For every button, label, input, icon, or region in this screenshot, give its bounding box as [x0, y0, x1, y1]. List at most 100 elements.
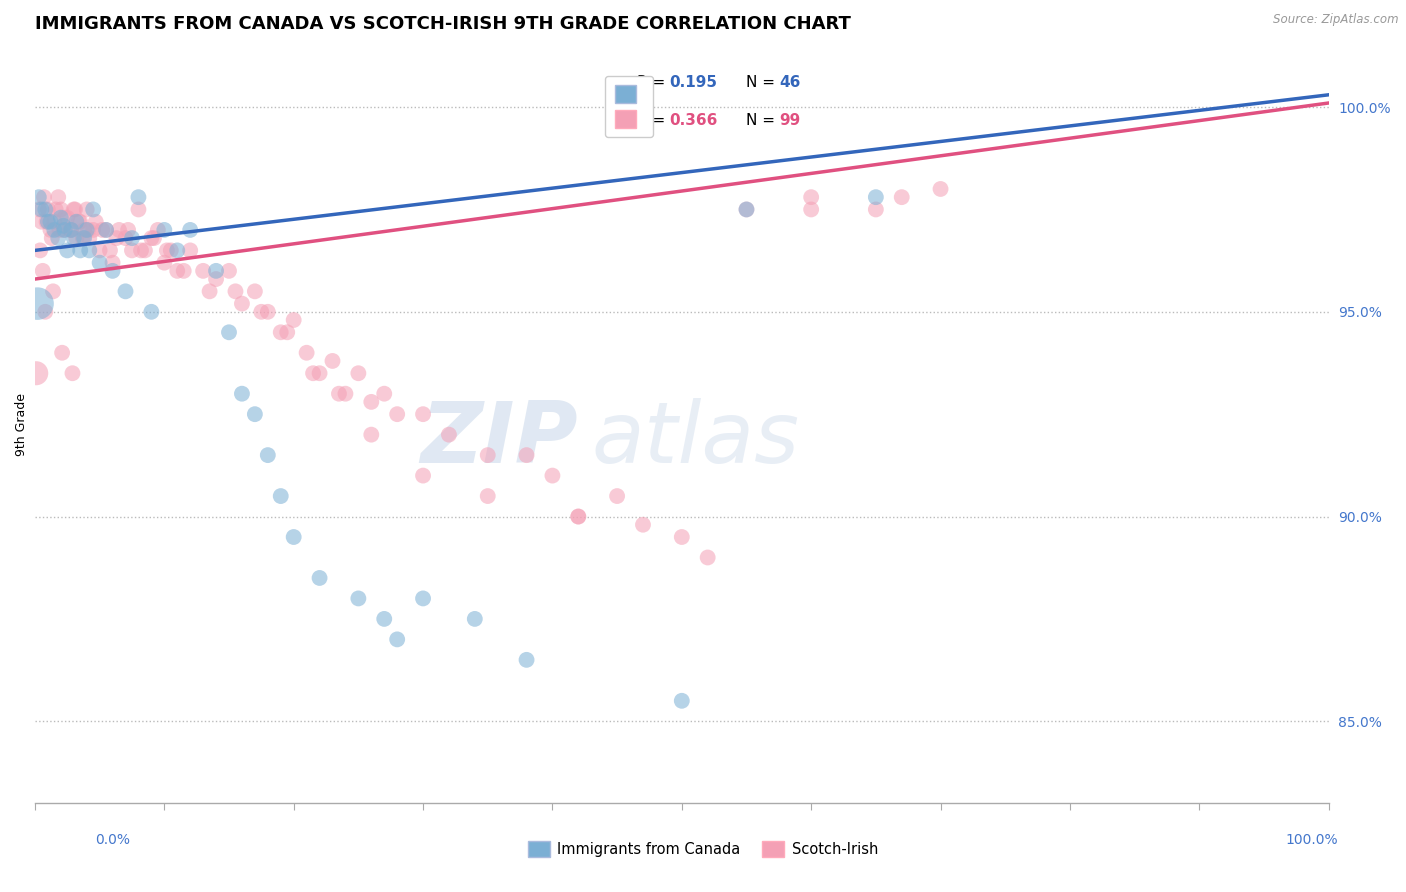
Point [48, 223, 70, 237]
Point [52, 219, 75, 233]
Text: N =: N = [747, 75, 780, 90]
Point [82, 223, 104, 237]
Point [224, 285, 246, 299]
Point [63, 202, 86, 217]
Point [929, 182, 952, 196]
Point [373, 612, 395, 626]
Point [800, 190, 823, 204]
Point [696, 550, 718, 565]
Point [46, 231, 69, 245]
Point [143, 231, 166, 245]
Point [328, 386, 350, 401]
Point [114, 285, 136, 299]
Point [735, 202, 758, 217]
Point [243, 407, 266, 421]
Point [44, 215, 66, 229]
Point [270, 326, 292, 340]
Point [464, 612, 486, 626]
Point [283, 530, 305, 544]
Point [65, 231, 87, 245]
Point [218, 326, 240, 340]
Point [73, 231, 96, 245]
Point [60, 223, 83, 237]
Point [127, 190, 149, 204]
Legend: , : , [606, 76, 652, 137]
Point [134, 244, 156, 258]
Point [156, 244, 179, 258]
Point [541, 468, 564, 483]
Point [198, 285, 221, 299]
Point [34, 202, 56, 217]
Point [108, 223, 131, 237]
Point [76, 223, 98, 237]
Point [30, 215, 52, 229]
Point [567, 509, 589, 524]
Point [671, 694, 693, 708]
Point [89, 244, 111, 258]
Point [31, 264, 53, 278]
Point [276, 326, 298, 340]
Point [159, 244, 181, 258]
Point [45, 202, 67, 217]
Point [321, 354, 343, 368]
Point [347, 366, 370, 380]
Point [890, 190, 912, 204]
Point [243, 285, 266, 299]
Point [516, 448, 538, 462]
Text: 0.0%: 0.0% [96, 833, 131, 847]
Text: 100.0%: 100.0% [1286, 833, 1339, 847]
Legend: Immigrants from Canada, Scotch-Irish: Immigrants from Canada, Scotch-Irish [522, 835, 884, 863]
Point [146, 223, 169, 237]
Point [153, 255, 176, 269]
Point [179, 244, 201, 258]
Point [250, 305, 273, 319]
Point [98, 244, 121, 258]
Point [308, 366, 330, 380]
Text: R =: R = [637, 113, 669, 128]
Point [360, 395, 382, 409]
Point [37, 215, 59, 229]
Point [53, 211, 76, 225]
Point [256, 448, 278, 462]
Point [335, 386, 357, 401]
Point [53, 223, 76, 237]
Text: Source: ZipAtlas.com: Source: ZipAtlas.com [1274, 13, 1399, 27]
Point [41, 231, 63, 245]
Point [32, 190, 55, 204]
Point [347, 591, 370, 606]
Point [516, 653, 538, 667]
Point [308, 571, 330, 585]
Point [84, 215, 107, 229]
Point [69, 244, 91, 258]
Point [76, 202, 98, 217]
Point [295, 345, 318, 359]
Point [34, 305, 56, 319]
Point [44, 223, 66, 237]
Point [412, 468, 434, 483]
Point [606, 489, 628, 503]
Point [129, 244, 152, 258]
Point [73, 223, 96, 237]
Point [256, 305, 278, 319]
Point [121, 231, 143, 245]
Y-axis label: 9th Grade: 9th Grade [15, 392, 28, 456]
Point [141, 231, 163, 245]
Point [91, 223, 114, 237]
Point [82, 202, 104, 217]
Text: 0.195: 0.195 [669, 75, 717, 90]
Point [27, 296, 49, 310]
Point [72, 231, 94, 245]
Point [127, 202, 149, 217]
Point [67, 215, 90, 229]
Point [735, 202, 758, 217]
Point [191, 264, 214, 278]
Point [35, 215, 58, 229]
Text: atlas: atlas [592, 398, 799, 481]
Point [62, 366, 84, 380]
Point [360, 427, 382, 442]
Point [30, 244, 52, 258]
Point [59, 223, 82, 237]
Text: 99: 99 [779, 113, 800, 128]
Point [77, 244, 100, 258]
Point [231, 296, 253, 310]
